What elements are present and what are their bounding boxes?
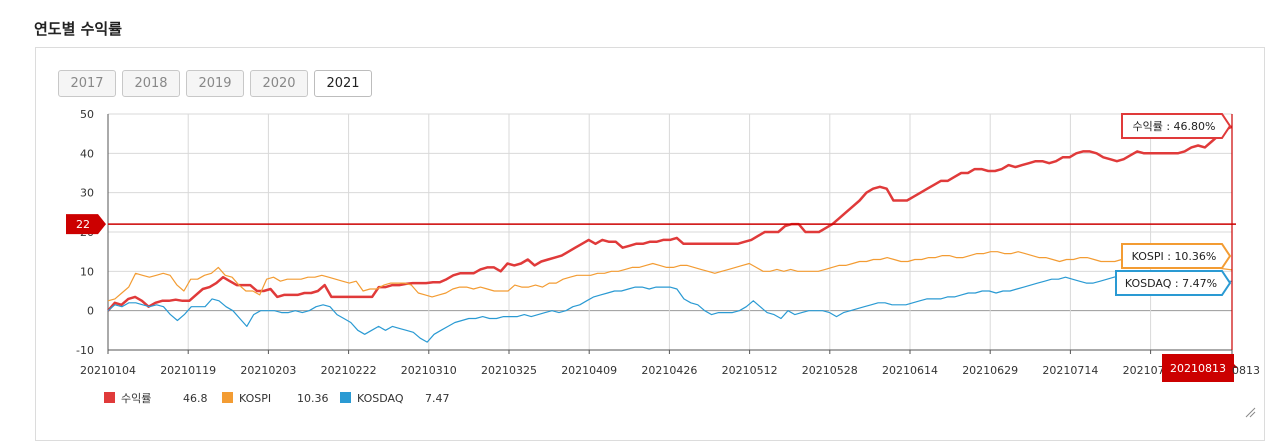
crosshair-x-label-bg (1162, 354, 1234, 382)
end-value-label: 수익률 : 46.80% (1132, 120, 1215, 133)
legend-swatch (340, 392, 351, 403)
y-tick-label: 0 (87, 305, 94, 318)
year-tab-2017[interactable]: 2017 (58, 70, 116, 97)
legend-label: KOSPI (239, 392, 271, 405)
year-tab-2021[interactable]: 2021 (314, 70, 372, 97)
end-value-label: KOSPI : 10.36% (1132, 250, 1217, 263)
section-title: 연도별 수익률 (34, 20, 123, 38)
x-tick-label: 20210222 (321, 364, 377, 377)
x-tick-label: 20210614 (882, 364, 938, 377)
y-tick-label: 40 (80, 147, 94, 160)
legend-label: 수익률 (121, 392, 151, 405)
y-tick-label: -10 (76, 344, 94, 357)
resize-handle-icon[interactable] (1244, 406, 1256, 418)
x-tick-label-last-partial: 0813 (1232, 364, 1260, 377)
legend-value: 46.8 (183, 392, 208, 405)
x-tick-label: 20210310 (401, 364, 457, 377)
year-tab-2019[interactable]: 2019 (186, 70, 244, 97)
legend-value: 10.36 (297, 392, 329, 405)
series-line-0 (107, 125, 1233, 312)
year-tab-2020[interactable]: 2020 (250, 70, 308, 97)
y-tick-label: 30 (80, 187, 94, 200)
crosshair-x-label: 20210813 (1170, 362, 1226, 375)
chart-panel (35, 47, 1265, 441)
series-line-2 (107, 274, 1233, 343)
legend-label: KOSDAQ (357, 392, 404, 405)
x-tick-label: 20210325 (481, 364, 537, 377)
series-line-1 (107, 251, 1233, 302)
end-value-label-box (1115, 270, 1232, 296)
legend-value: 7.47 (425, 392, 450, 405)
x-tick-label: 20210528 (802, 364, 858, 377)
x-tick-label: 20210714 (1042, 364, 1098, 377)
end-value-label-box (1121, 243, 1232, 269)
x-tick-label: 20210426 (641, 364, 697, 377)
y-tick-label: 50 (80, 108, 94, 121)
x-tick-label: 20210629 (962, 364, 1018, 377)
crosshair-y-label: 22 (76, 218, 90, 231)
x-tick-label: 20210104 (80, 364, 136, 377)
crosshair-y-label-box (66, 214, 106, 235)
legend-swatch (104, 392, 115, 403)
year-tabs: 2017 2018 2019 2020 2021 (58, 70, 372, 97)
end-value-label: KOSDAQ : 7.47% (1125, 277, 1217, 290)
x-tick-label: 20210512 (722, 364, 778, 377)
end-value-label-box (1121, 113, 1232, 139)
x-tick-label: 20210409 (561, 364, 617, 377)
legend-swatch (222, 392, 233, 403)
y-tick-label: 10 (80, 265, 94, 278)
year-tab-2018[interactable]: 2018 (122, 70, 180, 97)
x-tick-label: 20210203 (240, 364, 296, 377)
x-tick-label: 20210119 (160, 364, 216, 377)
